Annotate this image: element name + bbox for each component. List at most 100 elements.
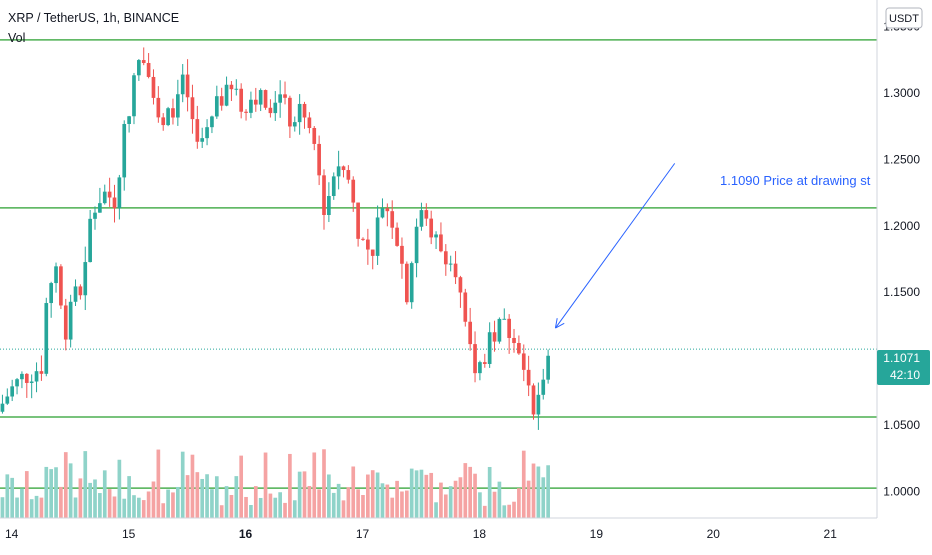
volume-bar	[361, 495, 365, 518]
volume-bar	[531, 463, 536, 518]
volume-bar	[390, 497, 395, 518]
candle-body	[102, 191, 107, 204]
candle-body	[302, 103, 307, 118]
volume-bar	[278, 492, 282, 518]
volume-bar	[327, 474, 331, 518]
volume-bar	[458, 477, 463, 518]
candle-body	[478, 362, 482, 374]
candle-body	[400, 245, 404, 264]
candle-body	[390, 211, 395, 228]
time-tick-label: 21	[824, 527, 838, 541]
volume-bar	[141, 500, 146, 518]
annotation-arrow[interactable]	[554, 163, 676, 329]
candle-body	[73, 286, 78, 302]
candle-body	[288, 97, 292, 127]
time-tick-label: 15	[122, 527, 136, 541]
candle-body	[180, 74, 185, 95]
candle-body	[283, 94, 287, 98]
candle-body	[10, 386, 15, 397]
time-axis[interactable]	[0, 518, 877, 550]
time-tick-label: 19	[590, 527, 604, 541]
volume-bar	[307, 485, 312, 518]
candle-body	[34, 371, 39, 382]
volume-bar	[249, 505, 253, 518]
price-tick-label: 1.0000	[883, 484, 920, 498]
volume-bar	[336, 483, 341, 518]
volume-bar	[161, 503, 166, 518]
volume-bar	[127, 476, 131, 518]
candle-body	[487, 332, 492, 364]
candle-body	[322, 175, 326, 215]
volume-bar	[156, 449, 161, 518]
candle-body	[482, 362, 487, 364]
candle-body	[268, 107, 273, 114]
volume-bar	[507, 504, 511, 518]
volume-bar	[312, 452, 317, 518]
candle-body	[317, 143, 321, 176]
volume-bar	[263, 452, 268, 518]
volume-bar	[380, 483, 385, 518]
volume-bar	[146, 491, 151, 518]
candle-body	[137, 60, 141, 76]
volume-bar	[39, 497, 44, 518]
candle-body	[341, 166, 346, 171]
volume-bar	[448, 486, 453, 518]
volume-bar	[132, 495, 136, 518]
candle-body	[375, 217, 380, 256]
volume-bar	[346, 487, 351, 518]
candle-body	[258, 90, 263, 105]
time-tick-label: 14	[5, 527, 19, 541]
candle-body	[414, 226, 419, 264]
volume-bar	[180, 451, 185, 518]
time-tick-label: 17	[356, 527, 370, 541]
volume-bar	[331, 492, 336, 518]
candle-body	[292, 122, 297, 127]
volume-bar	[512, 501, 516, 518]
volume-bar	[239, 455, 244, 518]
candle-body	[468, 321, 473, 345]
volume-bar	[210, 489, 214, 518]
volume-bar	[292, 500, 297, 518]
volume-bar	[424, 474, 429, 518]
candle-body	[380, 208, 385, 218]
volume-bar	[34, 495, 39, 518]
candle-body	[234, 88, 239, 90]
arrow-head	[555, 322, 565, 329]
candle-body	[409, 263, 414, 303]
volume-bar	[253, 486, 258, 518]
candle-body	[117, 177, 122, 209]
price-axis[interactable]	[877, 0, 932, 550]
annotation-label[interactable]: 1.1090 Price at drawing st	[720, 173, 871, 188]
volume-bar	[63, 452, 68, 518]
volume-bar	[297, 471, 302, 518]
volume-bar	[190, 454, 195, 518]
candle-body	[448, 263, 453, 265]
currency-button[interactable]	[885, 7, 923, 29]
volume-bar	[224, 486, 229, 518]
candle-body	[54, 266, 58, 284]
volume-bar	[20, 488, 24, 518]
price-tick-label: 1.0500	[883, 418, 920, 432]
volume-bar	[283, 502, 287, 518]
candle-body	[127, 116, 131, 124]
volume-bar	[93, 479, 97, 518]
volume-bar	[10, 477, 15, 518]
currency-button-label[interactable]: USDT	[889, 13, 919, 25]
candle-body	[20, 373, 24, 380]
volume-bar	[24, 471, 29, 518]
candle-body	[249, 99, 253, 113]
candle-body	[29, 381, 34, 383]
volume-bar	[171, 492, 175, 518]
candle-body	[385, 208, 390, 212]
candle-body	[307, 117, 312, 128]
volume-bar	[370, 470, 375, 518]
volume-bar	[409, 468, 414, 518]
price-tick-label: 1.3000	[883, 86, 920, 100]
volume-bar	[478, 492, 482, 518]
volume-bar	[473, 473, 477, 518]
volume-bar	[258, 497, 263, 518]
candle-body	[151, 76, 156, 98]
candle-body	[312, 127, 317, 144]
volume-bar	[463, 463, 468, 518]
